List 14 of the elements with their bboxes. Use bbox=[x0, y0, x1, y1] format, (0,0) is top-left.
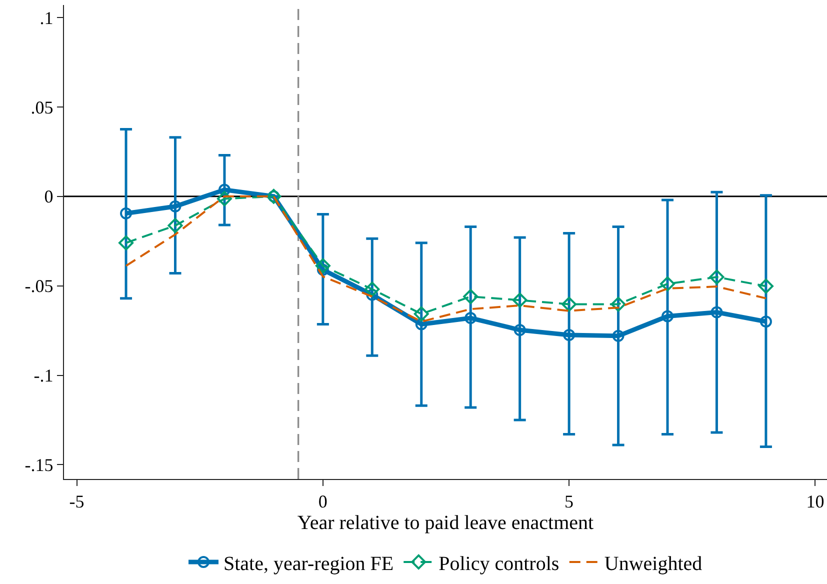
x-tick-label: -5 bbox=[69, 492, 84, 512]
x-axis-title: Year relative to paid leave enactment bbox=[297, 512, 594, 534]
legend-label: Policy controls bbox=[438, 552, 560, 575]
y-tick-label: -.05 bbox=[24, 276, 54, 296]
y-tick-label: .05 bbox=[30, 97, 54, 118]
legend-label: State, year-region FE bbox=[224, 552, 394, 575]
y-tick-label: -.15 bbox=[24, 454, 54, 475]
x-tick-label: 10 bbox=[806, 492, 824, 512]
y-tick-label: .1 bbox=[40, 8, 54, 28]
legend-label: Unweighted bbox=[604, 552, 702, 575]
y-tick-label: -.1 bbox=[34, 366, 54, 386]
x-tick-label: 0 bbox=[318, 492, 328, 512]
y-tick-label: 0 bbox=[44, 186, 54, 207]
x-tick-label: 5 bbox=[564, 492, 574, 512]
